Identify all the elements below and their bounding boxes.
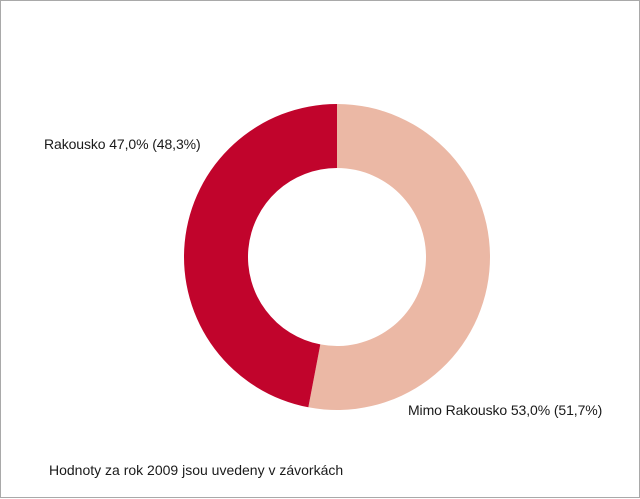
slice-label-mimo-rakousko: Mimo Rakousko 53,0% (51,7%) <box>408 402 603 418</box>
slice-label-rakousko: Rakousko 47,0% (48,3%) <box>44 136 201 152</box>
slice-rakousko <box>183 104 337 408</box>
chart-note: Hodnoty za rok 2009 jsou uvedeny v závor… <box>49 462 344 478</box>
slice-mimo-rakousko <box>308 104 490 410</box>
